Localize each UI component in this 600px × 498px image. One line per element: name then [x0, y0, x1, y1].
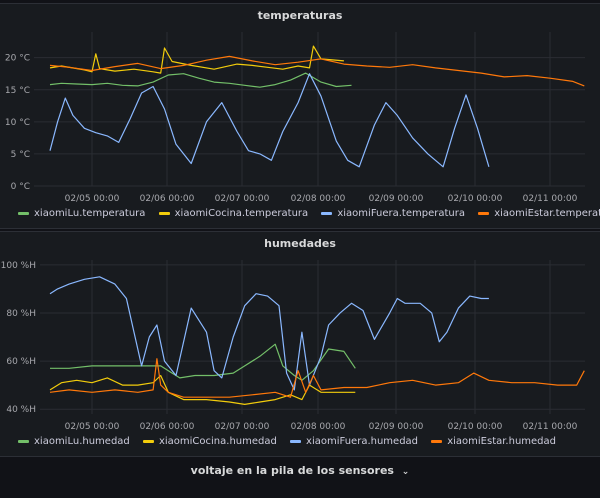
- temperature-chart: 0 °C 5 °C 10 °C 15 °C 20 °C 02/05 00:00 02/06 …: [5, 32, 585, 204]
- legend-item-estar[interactable]: xiaomiEstar.temperatura: [478, 208, 600, 219]
- y-tick-label: 0 °C: [11, 182, 30, 192]
- y-tick-label: 20 °C: [5, 54, 30, 64]
- x-tick-label: 02/07 00:00: [215, 194, 270, 204]
- x-tick-label: 02/06 00:00: [140, 422, 195, 432]
- temperature-legend: xiaomiLu.temperatura xiaomiCocina.temper…: [18, 207, 600, 221]
- x-tick-label: 02/09 00:00: [369, 422, 424, 432]
- panel-title[interactable]: temperaturas: [257, 9, 343, 22]
- panel-title[interactable]: humedades: [264, 237, 336, 250]
- row-voltage[interactable]: voltaje en la pila de los sensores ⌄: [0, 458, 600, 484]
- x-tick-label: 02/10 00:00: [448, 422, 503, 432]
- legend-item-estar[interactable]: xiaomiEstar.humedad: [431, 436, 556, 447]
- y-tick-label: 5 °C: [11, 150, 30, 160]
- series-line-xiaomifuera-temperatura[interactable]: [49, 73, 490, 168]
- legend-item-fuera[interactable]: xiaomiFuera.humedad: [290, 436, 418, 447]
- legend-item-cocina[interactable]: xiaomiCocina.temperatura: [158, 208, 308, 219]
- x-tick-label: 02/07 00:00: [215, 422, 270, 432]
- legend-item-fuera[interactable]: xiaomiFuera.temperatura: [321, 208, 465, 219]
- y-tick-label: 100 %H: [1, 261, 36, 271]
- x-tick-label: 02/09 00:00: [369, 194, 424, 204]
- y-tick-label: 15 °C: [5, 86, 30, 96]
- x-tick-label: 02/05 00:00: [65, 194, 120, 204]
- series-line-xiaomilu-temperatura[interactable]: [49, 72, 352, 88]
- series-line-xiaomifuera-humedad[interactable]: [49, 276, 489, 391]
- temperature-panel: temperaturas 0 °C 5 °C 10 °C 15 °C 20 °C 02/0…: [0, 3, 600, 229]
- y-tick-label: 80 %H: [6, 309, 36, 319]
- series-line-xiaomicocina-temperatura[interactable]: [49, 45, 344, 74]
- x-tick-label: 02/11 00:00: [523, 422, 578, 432]
- series-line-xiaomiestar-temperatura[interactable]: [49, 55, 585, 87]
- x-tick-label: 02/06 00:00: [140, 194, 195, 204]
- x-tick-label: 02/05 00:00: [65, 422, 120, 432]
- x-tick-label: 02/08 00:00: [291, 194, 346, 204]
- y-tick-label: 10 °C: [5, 118, 30, 128]
- x-tick-label: 02/11 00:00: [523, 194, 578, 204]
- series-line-xiaomicocina-humedad[interactable]: [49, 374, 356, 405]
- y-tick-label: 60 %H: [6, 357, 36, 367]
- x-tick-label: 02/08 00:00: [291, 422, 346, 432]
- row-title: voltaje en la pila de los sensores: [190, 464, 394, 477]
- x-tick-label: 02/10 00:00: [448, 194, 503, 204]
- y-tick-label: 40 %H: [6, 405, 36, 415]
- humidity-chart: 40 %H 60 %H 80 %H 100 %H 02/05 00:00 02/06 00…: [1, 260, 585, 432]
- legend-item-lu[interactable]: xiaomiLu.temperatura: [18, 208, 145, 219]
- humidity-panel: humedades 40 %H 60 %H 80 %H 100 %H 02/05 00:…: [0, 231, 600, 457]
- legend-item-cocina[interactable]: xiaomiCocina.humedad: [142, 436, 277, 447]
- series-line-xiaomilu-humedad[interactable]: [50, 343, 356, 381]
- legend-item-lu[interactable]: xiaomiLu.humedad: [18, 436, 130, 447]
- series-line-xiaomiestar-humedad[interactable]: [49, 358, 585, 398]
- humidity-legend: xiaomiLu.humedad xiaomiCocina.humedad xi…: [18, 435, 566, 449]
- chevron-down-icon: ⌄: [401, 467, 410, 477]
